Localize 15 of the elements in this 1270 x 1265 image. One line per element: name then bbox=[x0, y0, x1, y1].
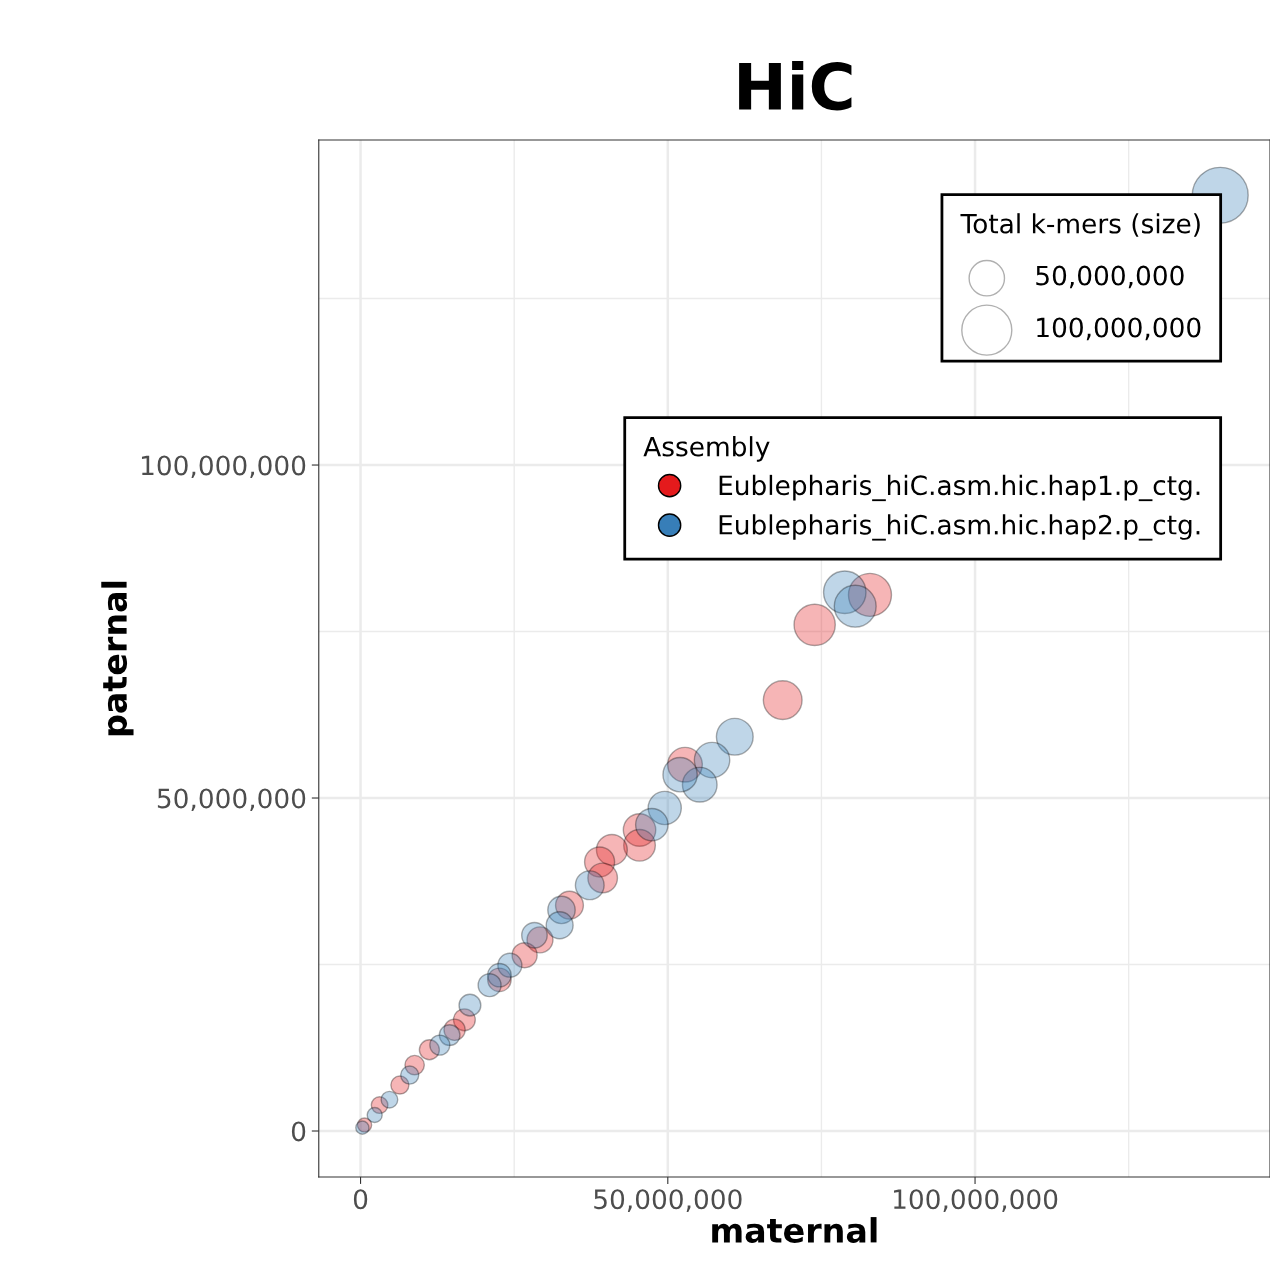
y-axis-title: paternal bbox=[101, 581, 134, 736]
annotation: Total k-mers (size) bbox=[960, 213, 1200, 237]
y-tick-label: 50,000,000 bbox=[157, 788, 306, 812]
x-axis-title: maternal bbox=[712, 1217, 877, 1243]
y-tick-label: 0 bbox=[291, 1121, 306, 1142]
legend-title: Assembly bbox=[643, 436, 770, 462]
x-tick-label: 50,000,000 bbox=[594, 1189, 742, 1212]
x-tick-label: 0 bbox=[353, 1189, 368, 1210]
y-tick-label: 100,000,000 bbox=[141, 455, 306, 479]
legend-label: Eublepharis_hiC.asm.hic.hap2.p_ctg. bbox=[719, 514, 1200, 541]
legend-label: Eublepharis_hiC.asm.hic.hap1.p_ctg. bbox=[719, 474, 1200, 502]
chart-title: HiC bbox=[739, 60, 852, 111]
legend-label: 50,000,000 bbox=[1036, 265, 1184, 289]
legend-label: 100,000,000 bbox=[1037, 317, 1201, 341]
x-tick-label: 100,000,000 bbox=[894, 1189, 1058, 1212]
